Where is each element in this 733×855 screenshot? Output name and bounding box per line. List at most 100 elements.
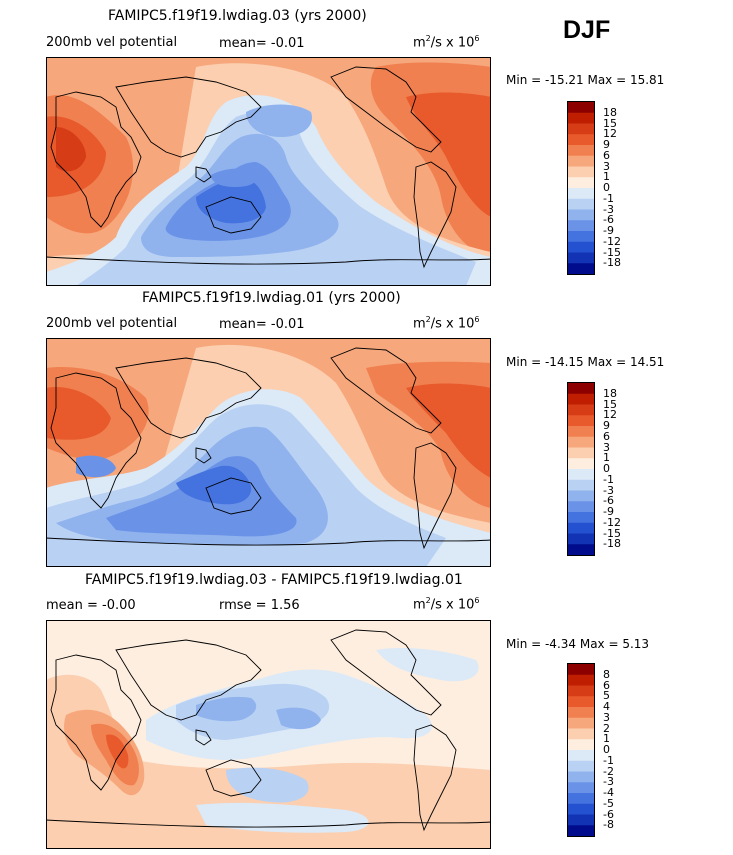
panel2-map bbox=[46, 338, 491, 567]
colorbar-swatch bbox=[568, 664, 594, 676]
colorbar-swatch bbox=[568, 771, 594, 783]
colorbar-swatch bbox=[568, 825, 594, 837]
colorbar-swatch bbox=[568, 134, 594, 146]
panel2-colorbar-swatches bbox=[568, 383, 594, 556]
colorbar-swatch bbox=[568, 209, 594, 221]
colorbar-tick-label: 6 bbox=[603, 429, 610, 443]
colorbar-swatch bbox=[568, 426, 594, 438]
colorbar-tick-label: -1 bbox=[603, 191, 614, 205]
panel1-colorbar-swatches bbox=[568, 102, 594, 275]
colorbar-tick-label: -6 bbox=[603, 213, 614, 227]
colorbar-tick-label: 4 bbox=[603, 700, 610, 713]
colorbar-swatch bbox=[568, 145, 594, 157]
colorbar-swatch bbox=[568, 436, 594, 448]
colorbar-tick-label: -15 bbox=[603, 245, 621, 259]
colorbar-swatch bbox=[568, 479, 594, 491]
panel1-title: FAMIPC5.f19f19.lwdiag.03 (yrs 2000) bbox=[108, 8, 367, 24]
colorbar-tick-label: 0 bbox=[603, 181, 610, 194]
colorbar-tick-label: 15 bbox=[603, 116, 617, 130]
colorbar-swatch bbox=[568, 155, 594, 167]
colorbar-tick-label: 18 bbox=[603, 386, 617, 400]
colorbar-tick-label: 0 bbox=[603, 462, 610, 475]
panel3-mean-label: mean = -0.00 bbox=[46, 598, 136, 613]
colorbar-swatch bbox=[568, 728, 594, 740]
colorbar-swatch bbox=[568, 501, 594, 513]
colorbar-tick-label: -9 bbox=[603, 505, 614, 518]
colorbar-swatch bbox=[568, 696, 594, 708]
colorbar-swatch bbox=[568, 263, 594, 275]
colorbar-tick-label: 5 bbox=[603, 689, 610, 703]
colorbar-swatch bbox=[568, 739, 594, 751]
colorbar-tick-label: 18 bbox=[603, 105, 617, 119]
colorbar-tick-label: -4 bbox=[603, 786, 614, 799]
colorbar-tick-label: -18 bbox=[603, 537, 621, 551]
colorbar-swatch bbox=[568, 231, 594, 243]
colorbar-tick-label: 3 bbox=[603, 710, 610, 724]
panel1-units: m2/s x 106 bbox=[413, 34, 480, 51]
colorbar-tick-label: 0 bbox=[603, 743, 610, 756]
colorbar-swatch bbox=[568, 717, 594, 729]
colorbar-swatch bbox=[568, 522, 594, 534]
colorbar-tick-label: 12 bbox=[603, 408, 617, 422]
panel3-title: FAMIPC5.f19f19.lwdiag.03 - FAMIPC5.f19f1… bbox=[85, 572, 463, 588]
colorbar-tick-label: 1 bbox=[603, 732, 610, 746]
colorbar-tick-label: 15 bbox=[603, 397, 617, 411]
colorbar-swatch bbox=[568, 404, 594, 416]
colorbar-tick-label: -18 bbox=[603, 256, 621, 270]
colorbar-swatch bbox=[568, 750, 594, 762]
colorbar-swatch bbox=[568, 198, 594, 210]
colorbar-tick-label: -5 bbox=[603, 796, 614, 810]
panel2-mean-label: mean= -0.01 bbox=[219, 317, 305, 332]
colorbar-tick-label: 3 bbox=[603, 440, 610, 454]
colorbar-tick-label: 8 bbox=[603, 667, 610, 681]
colorbar-tick-label: 3 bbox=[603, 159, 610, 173]
colorbar-swatch bbox=[568, 782, 594, 794]
colorbar-swatch bbox=[568, 177, 594, 189]
colorbar-swatch bbox=[568, 458, 594, 470]
colorbar-tick-label: -15 bbox=[603, 526, 621, 540]
colorbar-swatch bbox=[568, 166, 594, 178]
colorbar-tick-label: 9 bbox=[603, 138, 610, 151]
panel2-units: m2/s x 106 bbox=[413, 315, 480, 332]
colorbar-swatch bbox=[568, 814, 594, 826]
colorbar-tick-label: -3 bbox=[603, 775, 614, 789]
colorbar-swatch bbox=[568, 544, 594, 556]
colorbar-tick-label: -8 bbox=[603, 818, 614, 832]
colorbar-swatch bbox=[568, 112, 594, 124]
colorbar-tick-label: -9 bbox=[603, 224, 614, 237]
colorbar-swatch bbox=[568, 415, 594, 427]
season-label: DJF bbox=[563, 16, 611, 44]
colorbar-swatch bbox=[568, 220, 594, 232]
colorbar-tick-label: 6 bbox=[603, 678, 610, 692]
panel1-mean-label: mean= -0.01 bbox=[219, 36, 305, 51]
colorbar-swatch bbox=[568, 490, 594, 502]
colorbar-swatch bbox=[568, 674, 594, 686]
colorbar-swatch bbox=[568, 803, 594, 815]
colorbar-tick-label: 9 bbox=[603, 419, 610, 432]
panel1-minmax: Min = -15.21 Max = 15.81 bbox=[506, 73, 665, 87]
colorbar-tick-label: 2 bbox=[603, 721, 610, 735]
colorbar-swatch bbox=[568, 685, 594, 697]
colorbar-swatch bbox=[568, 533, 594, 545]
colorbar-tick-label: 6 bbox=[603, 148, 610, 162]
panel3-map bbox=[46, 620, 491, 849]
colorbar-tick-label: 12 bbox=[603, 127, 617, 141]
colorbar-tick-label: -1 bbox=[603, 472, 614, 486]
colorbar-tick-label: -3 bbox=[603, 483, 614, 497]
colorbar-tick-label: -6 bbox=[603, 807, 614, 821]
panel3-colorbar-swatches bbox=[568, 664, 594, 837]
colorbar-tick-label: -12 bbox=[603, 515, 621, 529]
colorbar-swatch bbox=[568, 241, 594, 253]
panel1-map bbox=[46, 57, 491, 286]
colorbar-swatch bbox=[568, 102, 594, 114]
colorbar-swatch bbox=[568, 512, 594, 524]
panel1-left-label: 200mb vel potential bbox=[46, 35, 178, 50]
colorbar-tick-label: -1 bbox=[603, 753, 614, 767]
colorbar-swatch bbox=[568, 760, 594, 772]
panel3-rmse-label: rmse = 1.56 bbox=[219, 598, 300, 613]
colorbar-tick-label: -3 bbox=[603, 202, 614, 216]
colorbar-swatch bbox=[568, 252, 594, 264]
colorbar-tick-label: 1 bbox=[603, 451, 610, 465]
panel3-units: m2/s x 106 bbox=[413, 596, 480, 613]
panel2-minmax: Min = -14.15 Max = 14.51 bbox=[506, 355, 665, 369]
